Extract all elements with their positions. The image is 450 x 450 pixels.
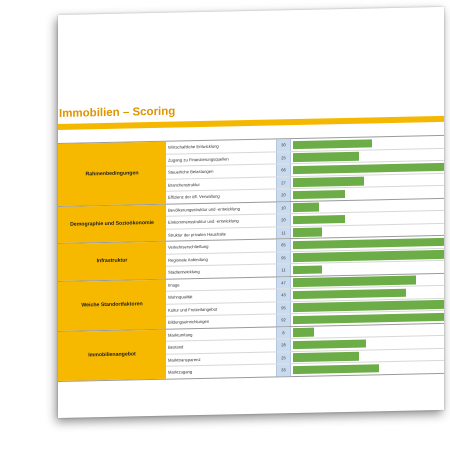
criterion-label: Effizienz der öff. Verwaltung — [168, 193, 220, 200]
score-value[interactable]: 66 — [276, 164, 291, 176]
score-value[interactable]: 20 — [276, 189, 291, 201]
score-bar — [293, 176, 364, 187]
score-bar — [293, 264, 322, 275]
criterion-label: Marktumfang — [168, 331, 193, 338]
criterion-label: Wirtschaftliche Entwicklung — [168, 143, 219, 150]
bar-cell — [291, 361, 444, 376]
scoring-table: Rahmenbedingungen Wirtschaftliche Entwick… — [58, 134, 444, 382]
score-bar — [293, 351, 359, 362]
criterion-label: Bildungseinrichtungen — [168, 319, 210, 325]
score-value[interactable]: 95 — [276, 301, 291, 314]
criterion-label: Kultur und Freizeitangebot — [168, 306, 218, 313]
criterion-label: Zugang zu Finanzierungsquellen — [168, 156, 229, 163]
score-value[interactable]: 30 — [276, 139, 291, 151]
score-bar — [293, 138, 372, 150]
category-group: Rahmenbedingungen Wirtschaftliche Entwick… — [58, 134, 444, 206]
score-value[interactable]: 25 — [276, 151, 291, 164]
criterion-label: Wohnqualität — [168, 294, 193, 300]
score-value[interactable]: 11 — [276, 226, 291, 239]
score-value[interactable]: 10 — [276, 201, 291, 214]
score-value[interactable]: 27 — [276, 176, 291, 189]
criterion-label: Struktur der privaten Haushalte — [168, 231, 226, 238]
score-value[interactable]: 65 — [276, 239, 291, 251]
criterion-label: Image — [168, 282, 180, 288]
score-value[interactable]: 25 — [276, 351, 291, 364]
score-value[interactable]: 47 — [276, 276, 291, 289]
page-title: Immobilien – Scoring — [59, 105, 176, 120]
criterion-label: Bestand — [168, 344, 184, 350]
category-label: Infrastruktur — [58, 241, 166, 281]
criterion-label: Markttransparenz — [168, 356, 201, 363]
score-bar — [293, 202, 320, 212]
criterion-label: Einkommensstruktur und -entwicklung — [168, 218, 239, 225]
criterion-label: Regionale Anbindung — [168, 256, 208, 263]
score-bar — [293, 339, 367, 350]
score-bar — [293, 214, 346, 225]
score-bar — [293, 189, 346, 200]
category-label: Demographie und Sozioökonomie — [58, 204, 166, 243]
score-bar — [293, 275, 417, 287]
criterion-label: Steuerliche Belastungen — [168, 168, 214, 175]
score-value[interactable]: 95 — [276, 251, 291, 264]
score-value[interactable]: 8 — [276, 326, 291, 339]
score-bar — [293, 327, 314, 337]
score-value[interactable]: 43 — [276, 289, 291, 301]
score-bar — [293, 237, 444, 250]
score-bar — [293, 227, 322, 237]
score-bar — [293, 363, 380, 375]
category-label: Weiche Standortfaktoren — [58, 279, 166, 331]
title-bar: Immobilien – Scoring — [58, 100, 444, 130]
score-value[interactable]: 33 — [276, 364, 291, 376]
score-value[interactable]: 11 — [276, 264, 291, 276]
spreadsheet-page: Immobilien – Scoring Rahmenbedingungen Wi… — [58, 6, 444, 418]
score-value[interactable]: 92 — [276, 314, 291, 326]
category-group: Weiche Standortfaktoren Image 47 Wohnqualit… — [58, 272, 444, 331]
category-label: Immobilienangebot — [58, 329, 166, 381]
criterion-label: Bevölkerungsstruktur und -entwicklung — [168, 205, 240, 213]
criterion-label: Verkehrserschließung — [168, 244, 209, 250]
score-bar — [293, 151, 359, 162]
score-value[interactable]: 20 — [276, 214, 291, 226]
score-value[interactable]: 28 — [276, 339, 291, 351]
category-group: Immobilienangebot Marktumfang 8 Bestand 28 Ma… — [58, 322, 444, 382]
criterion-label: Marktzugang — [168, 369, 193, 375]
criterion-label: Branchenstruktur — [168, 181, 200, 188]
category-label: Rahmenbedingungen — [58, 141, 166, 206]
score-bar — [293, 161, 444, 175]
score-bar — [293, 288, 406, 300]
criterion-label: Stadtentwicklung — [168, 269, 200, 275]
